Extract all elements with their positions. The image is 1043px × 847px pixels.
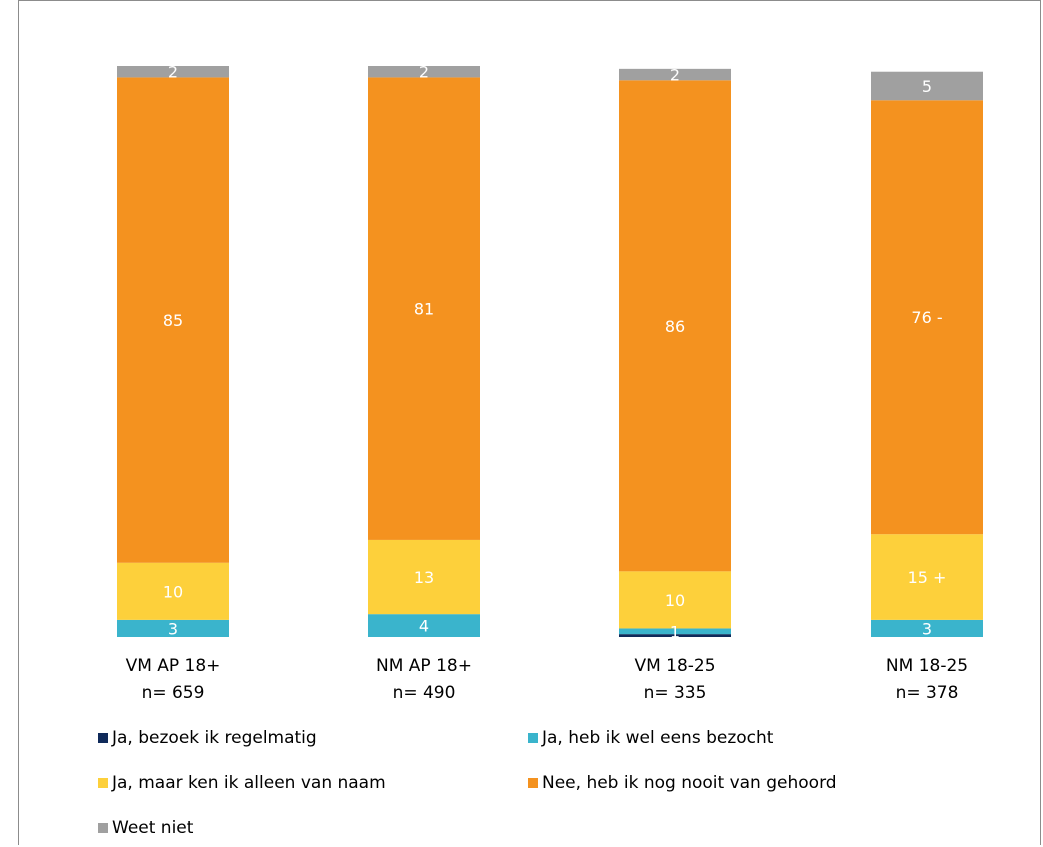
- data-label-3-1: 3: [922, 619, 932, 638]
- category-label-0: VM AP 18+: [126, 656, 221, 676]
- data-label-1-3: 81: [414, 300, 434, 319]
- bar-segment-0-1: [117, 619, 229, 637]
- data-label-3-4: 5: [922, 77, 932, 96]
- category-label-2: VM 18-25: [634, 656, 715, 676]
- legend-swatch-4: [98, 823, 108, 833]
- bar-segment-2-1: [619, 628, 731, 635]
- data-label-0-1: 3: [168, 619, 178, 638]
- legend-swatch-3: [528, 778, 538, 788]
- chart-frame: [18, 0, 1041, 845]
- bar-segment-3-2: [871, 534, 983, 620]
- bar-segment-0-3: [117, 77, 229, 563]
- legend-label-1: Ja, heb ik wel eens bezocht: [542, 728, 774, 748]
- bar-segment-2-3: [619, 80, 731, 572]
- sample-size-label-1: n= 490: [393, 683, 456, 703]
- category-label-3: NM 18-25: [886, 656, 968, 676]
- data-label-0-3: 85: [163, 311, 183, 330]
- legend-item-1: Ja, heb ik wel eens bezocht: [528, 728, 773, 748]
- data-label-1-1: 4: [419, 617, 429, 636]
- bar-segment-3-3: [871, 100, 983, 535]
- data-label-2-3: 86: [665, 317, 685, 336]
- bar-segment-3-4: [871, 71, 983, 101]
- bar-segment-2-2: [619, 571, 731, 629]
- data-label-3-3: 76 -: [911, 308, 942, 327]
- legend-label-0: Ja, bezoek ik regelmatig: [112, 728, 317, 748]
- bar-segment-1-1: [368, 614, 480, 637]
- bar-segment-2-4: [619, 68, 731, 81]
- legend-item-2: Ja, maar ken ik alleen van naam: [98, 773, 386, 793]
- data-label-2-4: 2: [670, 66, 680, 85]
- legend: Ja, bezoek ik regelmatig Ja, heb ik wel e…: [98, 728, 998, 843]
- bar-segment-0-2: [117, 562, 229, 620]
- data-label-0-4: 2: [168, 63, 178, 82]
- chart-frame-top: [18, 0, 1041, 1]
- sample-size-label-3: n= 378: [896, 683, 959, 703]
- data-label-2-2: 10: [665, 591, 685, 610]
- data-label-3-2: 15 +: [908, 568, 947, 587]
- data-label-1-4: 2: [419, 63, 429, 82]
- legend-swatch-0: [98, 733, 108, 743]
- legend-label-2: Ja, maar ken ik alleen van naam: [112, 773, 386, 793]
- bar-segment-3-1: [871, 619, 983, 637]
- legend-swatch-2: [98, 778, 108, 788]
- legend-label-3: Nee, heb ik nog nooit van gehoord: [542, 773, 837, 793]
- data-label-2-1: 1: [670, 622, 680, 641]
- legend-item-0: Ja, bezoek ik regelmatig: [98, 728, 317, 748]
- sample-size-label-0: n= 659: [142, 683, 205, 703]
- bar-segment-1-2: [368, 539, 480, 615]
- sample-size-label-2: n= 335: [644, 683, 707, 703]
- legend-item-3: Nee, heb ik nog nooit van gehoord: [528, 773, 837, 793]
- data-label-0-2: 10: [163, 582, 183, 601]
- data-label-1-2: 13: [414, 568, 434, 587]
- bar-segment-1-3: [368, 77, 480, 540]
- legend-swatch-1: [528, 733, 538, 743]
- legend-item-4: Weet niet: [98, 818, 193, 838]
- legend-label-4: Weet niet: [112, 818, 194, 838]
- bar-segment-0-4: [117, 66, 229, 78]
- category-label-1: NM AP 18+: [376, 656, 472, 676]
- bar-segment-2-0: [619, 634, 731, 637]
- bar-segment-1-4: [368, 66, 480, 78]
